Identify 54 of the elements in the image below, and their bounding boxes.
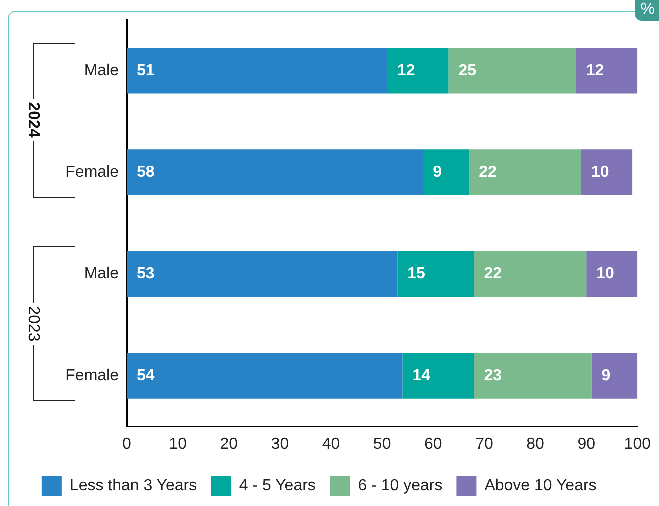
y-tick-label: Female bbox=[66, 164, 120, 181]
x-tick-label: 50 bbox=[373, 436, 392, 453]
bar bbox=[474, 353, 592, 399]
x-tick-label: 70 bbox=[476, 436, 494, 453]
bar bbox=[387, 48, 449, 94]
bar bbox=[127, 48, 388, 94]
bar bbox=[127, 251, 398, 298]
data-label: 58 bbox=[137, 164, 155, 181]
y-tick-label: Male bbox=[84, 62, 120, 80]
x-tick-label: 10 bbox=[169, 436, 188, 453]
x-tick-label: 0 bbox=[122, 436, 132, 453]
bar bbox=[581, 150, 633, 196]
legend-label: Above 10 Years bbox=[484, 477, 597, 494]
data-label: 15 bbox=[408, 266, 426, 283]
y-tick-label: Female bbox=[66, 367, 120, 384]
data-label: 12 bbox=[397, 62, 416, 80]
data-label: 25 bbox=[458, 62, 477, 80]
data-label: 10 bbox=[596, 266, 614, 283]
x-tick-label: 60 bbox=[424, 436, 442, 453]
x-tick-label: 20 bbox=[220, 436, 238, 453]
data-label: 12 bbox=[586, 62, 604, 80]
bar bbox=[469, 150, 582, 196]
bar bbox=[576, 48, 638, 94]
x-tick-label: 40 bbox=[322, 436, 340, 453]
x-tick-label: 100 bbox=[624, 436, 652, 453]
text: % bbox=[634, 0, 659, 21]
data-label: 14 bbox=[412, 367, 431, 384]
bar bbox=[586, 251, 638, 298]
legend-label: Less than 3 Years bbox=[70, 477, 198, 494]
bar bbox=[592, 353, 638, 399]
data-label: 22 bbox=[479, 164, 498, 181]
bar bbox=[398, 251, 474, 298]
x-tick-label: 80 bbox=[526, 436, 545, 453]
data-label: 9 bbox=[602, 367, 611, 384]
data-label: 54 bbox=[137, 367, 155, 384]
text: 2023 bbox=[24, 302, 42, 344]
bar bbox=[127, 150, 424, 196]
data-label: 10 bbox=[591, 164, 610, 181]
bar bbox=[474, 251, 587, 298]
bar bbox=[423, 150, 470, 196]
data-label: 9 bbox=[433, 164, 442, 181]
data-label: 51 bbox=[137, 62, 155, 80]
data-label: 53 bbox=[137, 266, 155, 283]
legend-label: 6 - 10 years bbox=[358, 477, 443, 494]
bar bbox=[127, 353, 403, 399]
y-tick-label: Male bbox=[84, 266, 120, 283]
bar bbox=[402, 353, 474, 399]
x-tick-label: 90 bbox=[578, 436, 596, 453]
legend-label: 4 - 5 Years bbox=[239, 477, 316, 494]
data-label: 23 bbox=[484, 367, 502, 384]
bar bbox=[448, 48, 576, 94]
x-tick-label: 30 bbox=[271, 436, 290, 453]
text: 2024 bbox=[24, 99, 42, 141]
data-label: 22 bbox=[484, 266, 502, 283]
